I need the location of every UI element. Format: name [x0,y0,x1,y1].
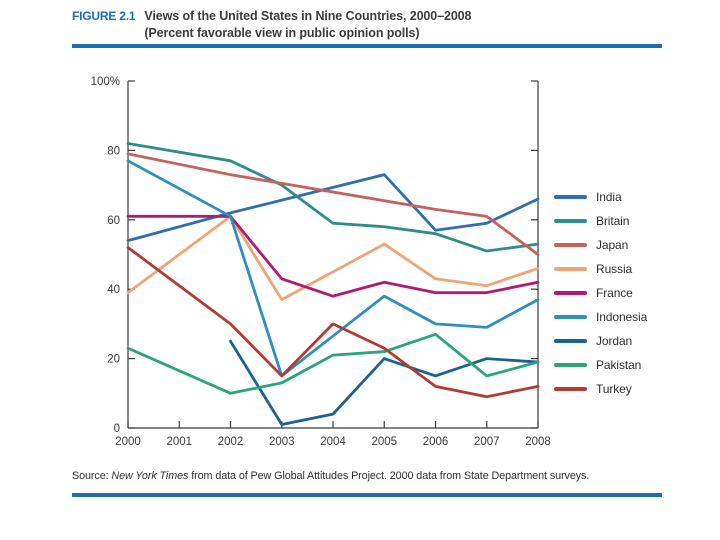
figure-header: FIGURE 2.1 Views of the United States in… [72,8,471,42]
source-prefix: Source: [72,470,112,482]
top-divider-rule [72,44,662,48]
legend-label: France [596,286,633,300]
legend-item-turkey: Turkey [554,382,647,396]
favorability-line-chart: 0 20 40 60 80 100% 2000 2001 2002 2003 2004 2005 200… [91,76,551,448]
bottom-divider-rule [72,493,662,497]
figure-title: Views of the United States in Nine Count… [144,8,471,42]
legend-label: Jordan [596,334,633,348]
legend-swatch-jordan [554,339,587,343]
legend-swatch-indonesia [554,315,587,319]
x-tick-label: 2002 [218,436,244,448]
series-line-india [126,173,540,243]
series-line-france [126,214,540,298]
legend-item-france: France [554,286,647,300]
legend-swatch-japan [554,243,587,247]
legend-label: India [596,190,622,204]
legend-swatch-pakistan [554,363,587,367]
y-tick-label: 0 [114,423,120,435]
x-tick-label: 2003 [269,436,295,448]
legend-swatch-india [554,195,587,199]
series-line-turkey [126,246,540,399]
x-tick-label: 2005 [371,436,397,448]
y-tick-label: 60 [107,215,120,227]
figure-title-line1: Views of the United States in Nine Count… [144,9,472,23]
legend-swatch-britain [554,219,587,223]
x-tick-label: 2008 [525,436,551,448]
series-line-indonesia [126,159,540,378]
legend-item-india: India [554,190,647,204]
series-line-japan [126,152,540,256]
legend-swatch-france [554,291,587,295]
source-text: from data of Pew Global Attitudes Projec… [188,470,590,482]
chart-legend: India Britain Japan Russia France Indonesia Jo… [554,190,647,406]
legend-item-britain: Britain [554,214,647,228]
legend-label: Britain [596,214,630,228]
legend-item-russia: Russia [554,262,647,276]
series-line-britain [126,142,540,253]
series-line-pakistan [126,332,540,395]
legend-item-pakistan: Pakistan [554,358,647,372]
x-tick-label: 2006 [423,436,449,448]
legend-label: Indonesia [596,310,648,324]
source-note: Source: New York Times from data of Pew … [72,470,664,482]
legend-item-jordan: Jordan [554,334,647,348]
legend-label: Russia [596,262,633,276]
x-tick-label: 2004 [320,436,346,448]
x-tick-label: 2001 [166,436,192,448]
legend-swatch-russia [554,267,587,271]
series-line-jordan [229,339,540,426]
figure-title-line2: (Percent favorable view in public opinio… [144,25,420,40]
y-tick-label: 100% [91,76,120,88]
series-line-russia [126,214,540,302]
legend-label: Japan [596,238,629,252]
legend-label: Pakistan [596,358,642,372]
legend-swatch-turkey [554,387,587,391]
source-publication: New York Times [111,470,189,482]
x-tick-label: 2007 [474,436,500,448]
y-tick-label: 80 [107,145,120,157]
legend-item-japan: Japan [554,238,647,252]
y-tick-label: 20 [107,354,120,366]
legend-item-indonesia: Indonesia [554,310,647,324]
figure-label: FIGURE 2.1 [72,9,136,23]
x-tick-label: 2000 [115,436,141,448]
y-tick-label: 40 [107,284,120,296]
legend-label: Turkey [596,382,632,396]
